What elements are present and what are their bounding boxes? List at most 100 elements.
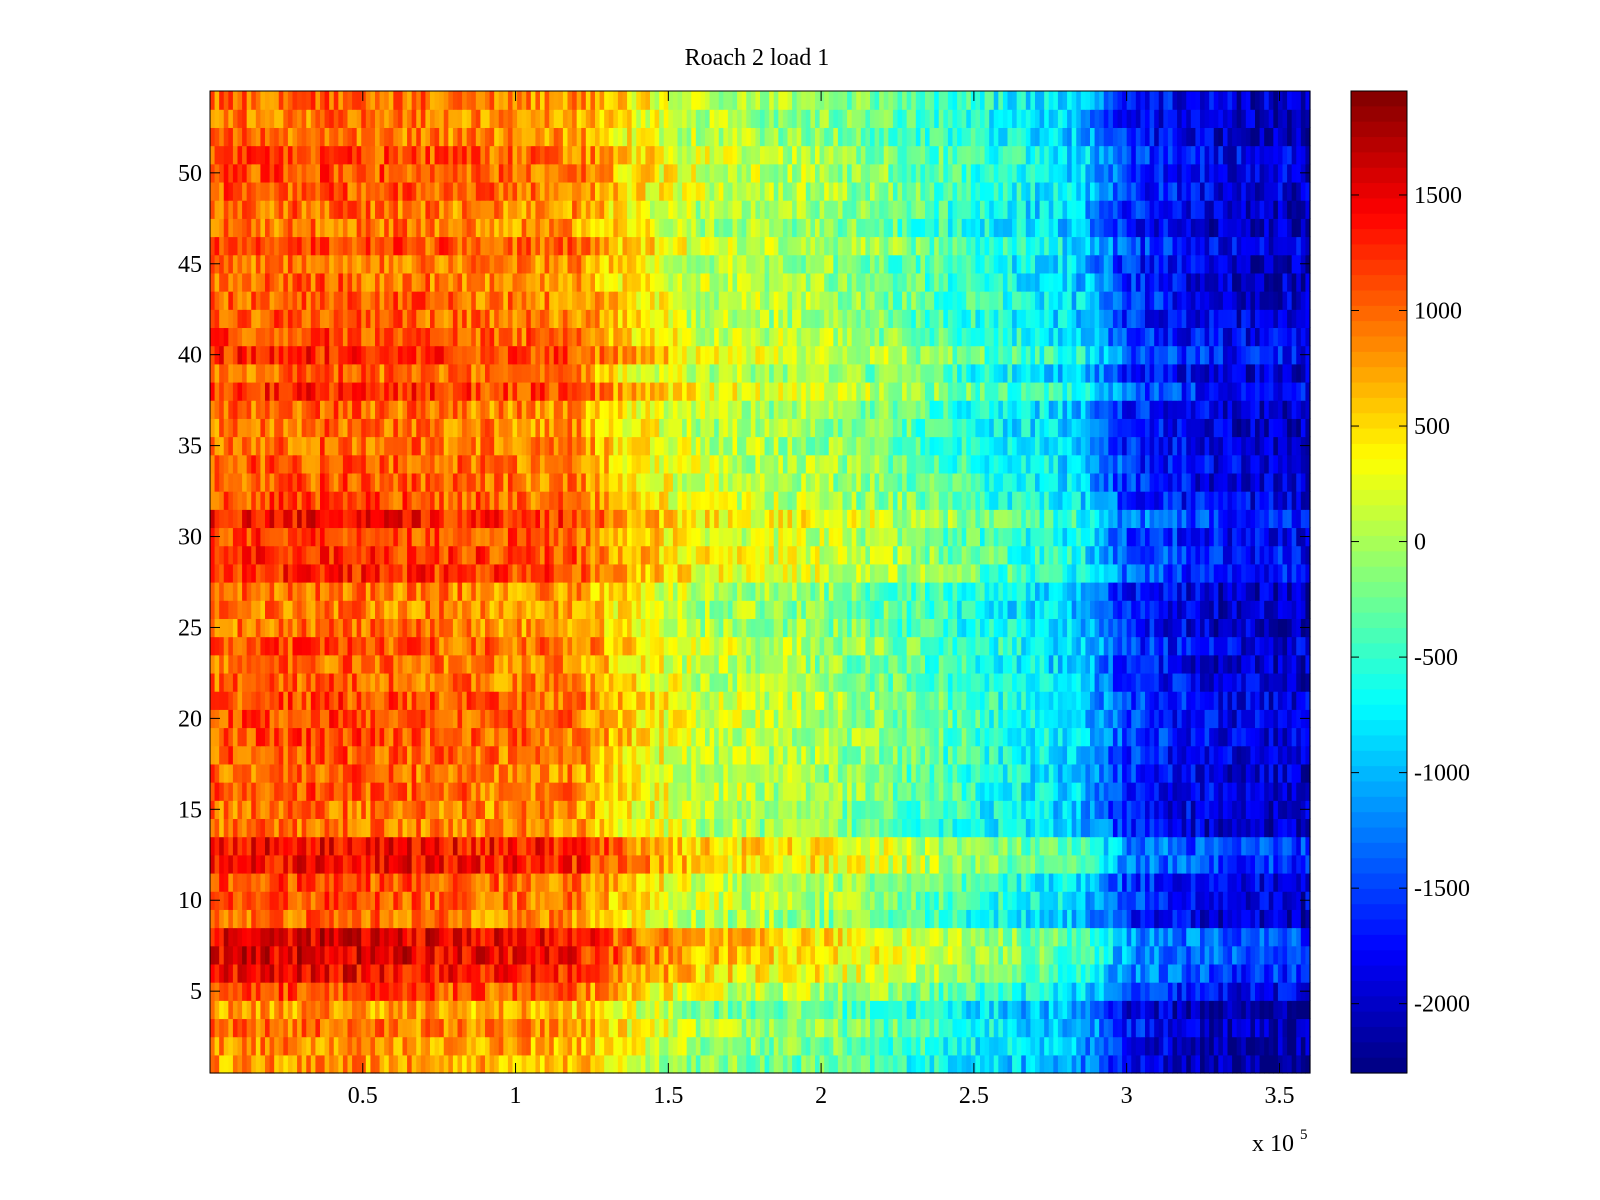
heatmap-cell [604,963,610,983]
heatmap-cell [1245,1000,1252,1020]
heatmap-cell [695,763,702,783]
heatmap-cell [837,818,844,838]
heatmap-cell [393,691,399,710]
heatmap-cell [292,927,298,947]
heatmap-cell [1090,1036,1096,1056]
heatmap-cell [1204,727,1210,747]
heatmap-cell [558,836,564,856]
heatmap-cell [407,1000,413,1020]
heatmap-cell [1076,1036,1082,1056]
heatmap-cell [925,909,931,929]
heatmap-cell [1039,745,1045,765]
heatmap-cell [970,727,977,747]
heatmap-cell [1076,800,1082,820]
heatmap-cell [1085,745,1091,765]
heatmap-cell [1296,1036,1302,1056]
heatmap-cell [769,1054,775,1074]
heatmap-cell [558,854,564,874]
heatmap-cell [553,1000,559,1020]
heatmap-cell [553,891,559,910]
heatmap-cell [1172,836,1178,856]
heatmap-cell [1140,800,1146,820]
heatmap-cell [324,1000,330,1020]
heatmap-cell [952,1036,958,1056]
heatmap-cell [888,927,894,947]
heatmap-cell [237,891,243,910]
heatmap-cell [347,945,353,965]
heatmap-cell [961,872,967,892]
heatmap-cell [1218,818,1224,838]
heatmap-cell [645,872,651,892]
heatmap-cell [837,1000,844,1020]
heatmap-cell [567,854,573,874]
heatmap-cell [631,945,637,965]
heatmap-cell [530,945,537,965]
heatmap-cell [851,691,857,710]
heatmap-cell [815,1018,821,1038]
heatmap-cell [870,836,876,856]
heatmap-cell [397,872,404,892]
heatmap-cell [782,691,789,710]
heatmap-cell [672,836,679,856]
heatmap-cell [865,818,871,838]
heatmap-cell [512,1036,518,1056]
heatmap-cell [1002,927,1009,947]
heatmap-cell [356,927,362,947]
heatmap-cell [553,836,559,856]
heatmap-cell [242,1054,248,1074]
heatmap-cell [1149,854,1155,874]
heatmap-cell [833,963,839,983]
heatmap-cell [727,872,734,892]
heatmap-cell [993,745,999,765]
heatmap-cell [654,927,660,947]
heatmap-cell [544,727,550,747]
heatmap-cell [1218,800,1224,820]
heatmap-cell [741,709,747,729]
heatmap-cell [993,1018,999,1038]
heatmap-cell [1039,782,1045,801]
heatmap-cell [1282,945,1288,965]
heatmap-cell [787,963,793,983]
heatmap-cell [691,800,697,820]
heatmap-cell [384,872,390,892]
heatmap-cell [1259,872,1265,892]
heatmap-cell [1112,927,1119,947]
heatmap-cell [911,945,917,965]
heatmap-cell [906,727,912,747]
heatmap-cell [526,727,532,747]
heatmap-cell [310,745,317,765]
heatmap-cell [1048,945,1054,965]
heatmap-cell [1039,691,1045,710]
heatmap-cell [989,709,995,729]
heatmap-cell [1117,818,1123,838]
heatmap-cell [420,782,427,801]
heatmap-cell [1016,818,1022,838]
heatmap-cell [1117,945,1123,965]
heatmap-cell [287,927,294,947]
heatmap-cell [466,927,472,947]
heatmap-cell [329,836,335,856]
heatmap-cell [1099,1000,1105,1020]
heatmap-cell [1149,1054,1155,1074]
heatmap-cell [1190,763,1197,783]
heatmap-cell [494,691,500,710]
heatmap-cell [251,927,257,947]
heatmap-cell [480,891,486,910]
heatmap-cell [301,963,307,983]
heatmap-cell [1025,854,1032,874]
heatmap-cell [746,927,752,947]
heatmap-cell [237,763,243,783]
heatmap-cell [1190,982,1197,1001]
heatmap-cell [283,1036,289,1056]
heatmap-cell [530,891,537,910]
heatmap-cell [617,982,624,1001]
heatmap-cell [1030,891,1036,910]
heatmap-cell [1085,982,1091,1001]
heatmap-cell [682,800,688,820]
heatmap-cell [957,982,963,1001]
heatmap-cell [466,727,472,747]
heatmap-cell [682,691,688,710]
heatmap-cell [700,800,706,820]
heatmap-cell [1167,727,1174,747]
heatmap-cell [246,763,252,783]
